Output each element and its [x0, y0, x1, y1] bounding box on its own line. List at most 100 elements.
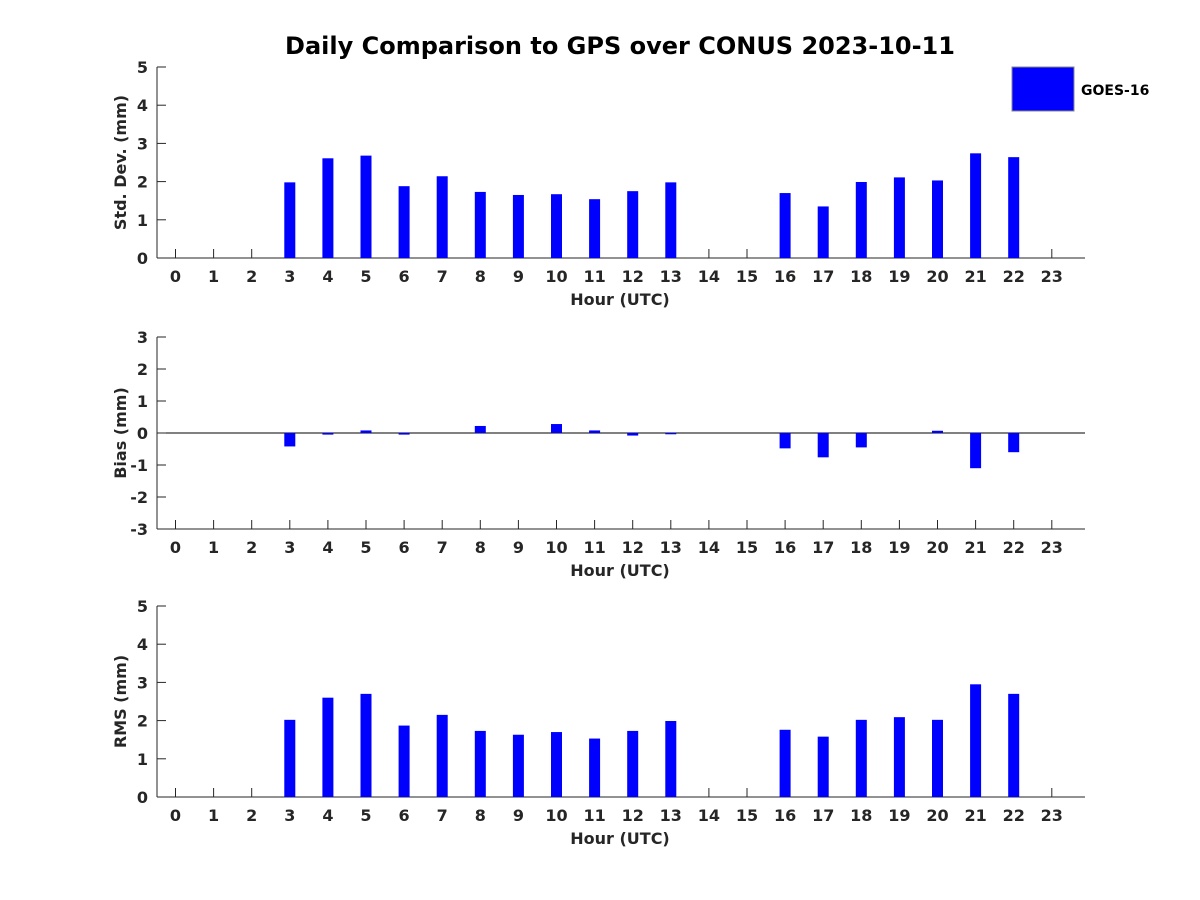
x-tick-label: 11 — [583, 267, 605, 286]
bar-hour-22 — [1008, 693, 1020, 797]
bar-hour-12 — [627, 730, 639, 797]
y-tick-label: 3 — [137, 134, 148, 153]
x-tick-label: 2 — [246, 538, 257, 557]
x-tick-label: 1 — [208, 538, 219, 557]
x-tick-label: 7 — [437, 267, 448, 286]
bar-hour-13 — [665, 720, 677, 797]
bar-hour-16 — [779, 729, 791, 797]
legend: GOES-16 — [1011, 66, 1149, 112]
y-tick-label: 2 — [137, 360, 148, 379]
x-tick-label: 1 — [208, 267, 219, 286]
x-tick-label: 12 — [622, 538, 644, 557]
x-tick-label: 6 — [399, 538, 410, 557]
x-tick-label: 5 — [360, 538, 371, 557]
bar-hour-11 — [589, 199, 601, 258]
bar-hour-16 — [779, 193, 791, 258]
bar-hour-6 — [398, 186, 410, 258]
x-tick-label: 3 — [284, 538, 295, 557]
bar-hour-12 — [627, 433, 639, 436]
bar-hour-10 — [551, 732, 562, 797]
y-tick-label: 1 — [137, 392, 148, 411]
y-axis-label: RMS (mm) — [111, 655, 130, 748]
x-tick-label: 20 — [926, 267, 948, 286]
x-tick-label: 12 — [622, 267, 644, 286]
x-tick-label: 8 — [475, 538, 486, 557]
x-tick-label: 16 — [774, 806, 796, 825]
bar-hour-21 — [970, 684, 982, 797]
x-tick-label: 17 — [812, 538, 834, 557]
y-tick-label: 2 — [137, 173, 148, 192]
x-axis-label: Hour (UTC) — [570, 561, 670, 580]
y-tick-label: 4 — [137, 635, 148, 654]
bar-hour-4 — [322, 433, 334, 435]
x-tick-label: 8 — [475, 267, 486, 286]
bar-hour-19 — [893, 177, 905, 258]
bar-hour-10 — [551, 424, 562, 433]
bar-hour-9 — [512, 734, 524, 797]
bar-hour-17 — [817, 736, 829, 797]
y-tick-label: -2 — [130, 488, 148, 507]
x-tick-label: 22 — [1003, 806, 1025, 825]
y-tick-label: -3 — [130, 520, 148, 539]
x-tick-label: 6 — [399, 267, 410, 286]
x-tick-label: 4 — [322, 806, 333, 825]
bar-hour-8 — [474, 425, 486, 433]
x-tick-label: 3 — [284, 806, 295, 825]
x-tick-label: 14 — [698, 538, 720, 557]
bar-hour-5 — [360, 430, 372, 433]
bar-hour-3 — [284, 182, 296, 258]
x-tick-label: 22 — [1003, 538, 1025, 557]
x-tick-label: 22 — [1003, 267, 1025, 286]
x-tick-label: 20 — [926, 806, 948, 825]
x-tick-label: 18 — [850, 267, 872, 286]
bar-hour-18 — [855, 719, 867, 797]
x-tick-label: 16 — [774, 267, 796, 286]
x-tick-label: 12 — [622, 806, 644, 825]
bar-hour-7 — [436, 714, 448, 797]
x-tick-label: 10 — [545, 538, 567, 557]
x-tick-label: 11 — [583, 538, 605, 557]
y-tick-label: 4 — [137, 96, 148, 115]
x-tick-label: 20 — [926, 538, 948, 557]
x-tick-label: 14 — [698, 806, 720, 825]
bar-hour-11 — [589, 738, 601, 797]
legend-label: GOES-16 — [1081, 83, 1149, 99]
y-tick-label: -1 — [130, 456, 148, 475]
x-tick-label: 9 — [513, 538, 524, 557]
x-tick-label: 14 — [698, 267, 720, 286]
y-tick-label: 0 — [137, 424, 148, 443]
y-tick-label: 1 — [137, 211, 148, 230]
x-tick-label: 17 — [812, 806, 834, 825]
x-tick-label: 9 — [513, 806, 524, 825]
x-tick-label: 4 — [322, 538, 333, 557]
bar-hour-3 — [284, 719, 296, 797]
x-tick-label: 16 — [774, 538, 796, 557]
bar-hour-6 — [398, 725, 410, 797]
bar-hour-4 — [322, 158, 334, 258]
y-tick-label: 2 — [137, 712, 148, 731]
bar-hour-22 — [1008, 433, 1020, 453]
x-tick-label: 18 — [850, 806, 872, 825]
x-tick-label: 6 — [399, 806, 410, 825]
x-tick-label: 19 — [888, 806, 910, 825]
chart-title: Daily Comparison to GPS over CONUS 2023-… — [285, 32, 955, 60]
x-tick-label: 7 — [437, 538, 448, 557]
y-tick-label: 3 — [137, 673, 148, 692]
bar-hour-18 — [855, 433, 867, 448]
bar-hour-20 — [932, 719, 943, 797]
x-tick-label: 10 — [545, 267, 567, 286]
bar-hour-19 — [893, 717, 905, 797]
bar-hour-13 — [665, 433, 677, 435]
x-tick-label: 5 — [360, 267, 371, 286]
bar-hour-13 — [665, 182, 677, 258]
x-tick-label: 1 — [208, 806, 219, 825]
x-tick-label: 21 — [964, 538, 986, 557]
x-tick-label: 18 — [850, 538, 872, 557]
x-tick-label: 13 — [660, 806, 682, 825]
bar-hour-3 — [284, 433, 296, 447]
x-tick-label: 15 — [736, 806, 758, 825]
